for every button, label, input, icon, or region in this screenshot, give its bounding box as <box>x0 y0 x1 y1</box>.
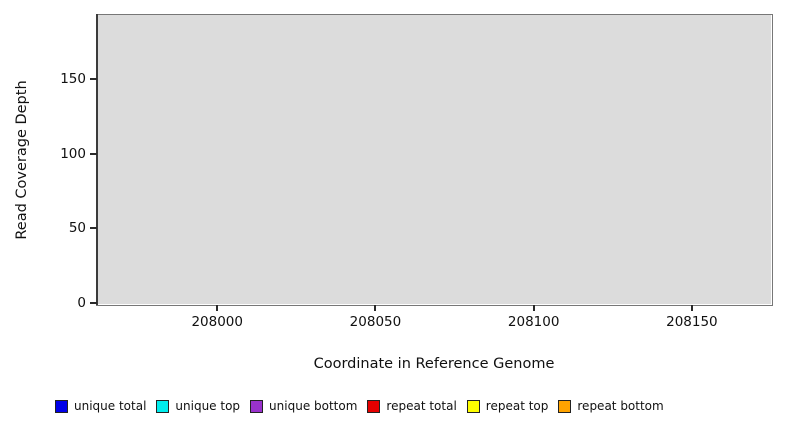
x-tick-mark <box>690 305 693 311</box>
legend-label: unique top <box>175 399 241 413</box>
legend-label: repeat bottom <box>577 399 664 413</box>
x-axis-title: Coordinate in Reference Genome <box>313 356 555 372</box>
y-tick-mark <box>90 227 97 230</box>
x-tick-label: 208150 <box>666 314 718 330</box>
legend-label: unique total <box>74 399 147 413</box>
legend-swatch-icon <box>367 399 381 413</box>
plot-background <box>97 15 771 304</box>
x-tick-mark <box>374 305 377 311</box>
legend-item-unique-total: unique total <box>55 399 146 413</box>
y-tick-label: 100 <box>60 145 86 162</box>
y-axis-title: Read Coverage Depth <box>14 80 30 240</box>
y-tick-label: 150 <box>60 71 86 88</box>
legend-item-repeat-top: repeat top <box>466 399 549 413</box>
legend-item-repeat-bottom: repeat bottom <box>558 399 664 413</box>
x-tick-label: 208000 <box>191 314 243 330</box>
legend-swatch-icon <box>250 399 264 413</box>
y-tick-label: 0 <box>77 295 86 311</box>
x-tick-mark <box>532 305 535 311</box>
legend-swatch-icon <box>156 399 170 413</box>
x-tick-mark <box>216 305 219 311</box>
y-tick-mark <box>90 152 97 155</box>
y-axis-line <box>96 14 98 305</box>
legend-item-repeat-total: repeat total <box>367 399 457 413</box>
legend-label: unique bottom <box>269 399 358 413</box>
x-tick-label: 208100 <box>507 314 560 330</box>
legend-swatch-icon <box>558 399 572 413</box>
y-tick-mark <box>90 78 97 81</box>
y-tick-mark <box>90 302 97 304</box>
x-tick-label: 208050 <box>349 314 402 330</box>
legend-item-unique-bottom: unique bottom <box>250 399 357 413</box>
legend-swatch-icon <box>466 399 480 413</box>
legend-label: repeat top <box>485 399 549 413</box>
legend-label: repeat total <box>386 399 457 413</box>
legend-swatch-icon <box>55 399 68 413</box>
legend-item-unique-top: unique top <box>156 399 240 413</box>
plot-panel <box>97 15 771 304</box>
y-tick-label: 50 <box>68 220 86 237</box>
legend: unique total unique top unique bottom repea… <box>55 399 664 413</box>
